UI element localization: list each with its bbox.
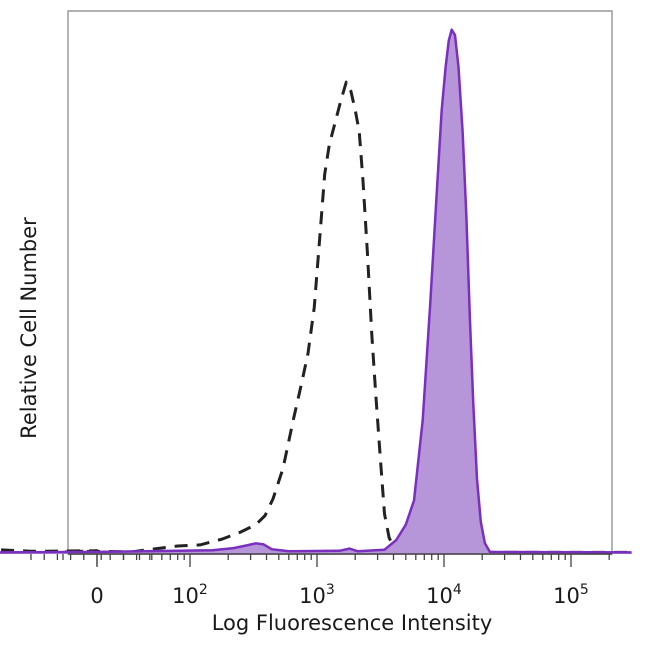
x-tick-label: 105 (553, 582, 589, 608)
plot-frame (67, 10, 613, 555)
series-layer (0, 28, 632, 554)
x-tick-label-layer: 0 102 103 104 105 (90, 582, 589, 608)
x-tick-label: 102 (172, 582, 208, 608)
y-axis-title: Relative Cell Number (17, 217, 41, 439)
x-tick-label: 0 (90, 584, 103, 608)
x-tick-label: 103 (299, 582, 335, 608)
x-axis-title: Log Fluorescence Intensity (212, 611, 493, 635)
x-tick-label: 104 (426, 582, 462, 608)
series-1-line (0, 28, 632, 554)
x-tick-layer (30, 554, 610, 567)
